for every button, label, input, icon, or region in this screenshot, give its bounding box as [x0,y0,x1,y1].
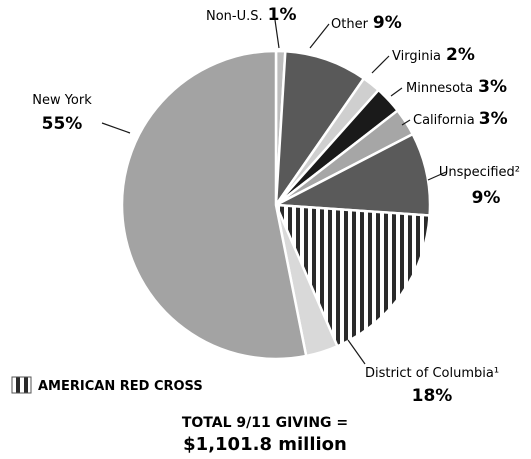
total-caption: TOTAL 9/11 GIVING = [182,415,348,431]
pct-unspecified: 9% [472,188,501,208]
label-minnesota: Minnesota 3% [406,77,507,97]
pie-slice-district-of-columbia [274,203,431,348]
label-district-of-columbia: District of Columbia¹ [365,366,499,381]
leader-line-unspecified [427,171,447,181]
legend: AMERICAN RED CROSS [11,376,203,394]
label-new-york: New York [32,93,92,108]
label-california: California 3% [413,109,508,129]
leader-line-district-of-columbia [347,339,366,365]
leader-line-new-york [101,122,131,134]
pct-new-york: 55% [42,114,83,134]
leader-line-california [401,119,411,126]
leader-line-minnesota [390,87,403,97]
leader-lines [101,19,447,365]
label-unspecified: Unspecified² [439,165,520,180]
label-other: Other 9% [331,13,402,33]
label-virginia: Virginia 2% [392,45,475,65]
leader-line-other [309,23,330,49]
pie-slices [120,49,432,361]
label-non-us: Non-U.S. 1% [206,5,297,25]
pct-district-of-columbia: 18% [412,386,453,406]
pie-slice-unspecified [271,132,432,217]
legend-label: AMERICAN RED CROSS [38,379,203,394]
leader-line-virginia [371,55,390,74]
total-value: $1,101.8 million [183,434,347,455]
leader-line-non-us [274,19,280,49]
pie-slice-new-york [120,49,308,361]
legend-swatch [11,376,32,394]
pie-slice-other [274,49,366,210]
